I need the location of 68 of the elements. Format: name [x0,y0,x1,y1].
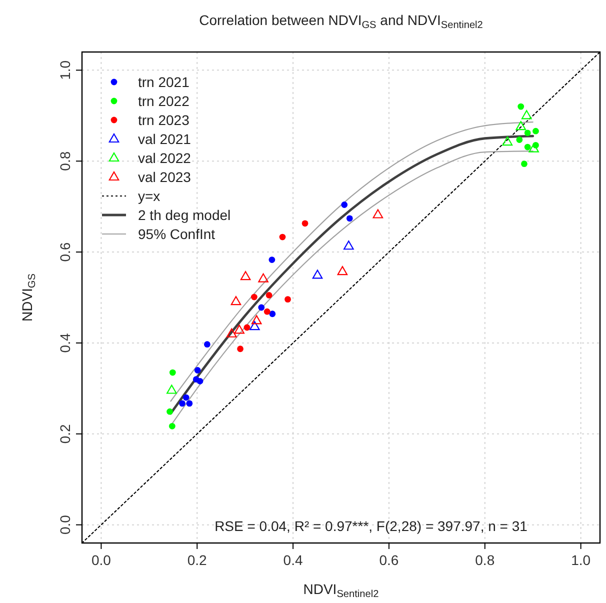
x-tick-label: 0.8 [475,552,495,568]
point [524,130,531,136]
legend-label: val 2021 [138,131,192,147]
point [524,144,531,150]
point [234,324,244,334]
point [250,321,260,330]
point [169,369,176,376]
point [264,308,270,315]
point [337,266,348,276]
point [269,310,276,318]
y-tick-label: 0.0 [57,514,73,535]
point [279,234,286,240]
point [516,136,523,143]
legend-label: 95% ConfInt [138,226,216,242]
x-tick-label: 1.0 [571,552,591,568]
point [268,256,276,263]
point [168,422,176,430]
y-tick-label: 0.6 [57,242,73,262]
point [250,294,258,300]
point [258,304,265,311]
x-tick-label: 0.0 [91,552,112,568]
x-axis-title: NDVI$_{Sentinel2}$ [303,581,380,600]
legend-label: trn 2022 [138,93,190,109]
point [521,110,532,120]
point [179,400,186,407]
point [516,121,526,130]
point [532,128,539,134]
annotation: RSE = 0.04, R² = 0.97***, F(2,28) = 397.97, n = 31 [214,518,528,534]
point [341,202,348,208]
point [166,384,177,394]
point [372,209,384,218]
y-tick-label: 0.8 [57,151,73,171]
point [528,143,539,152]
point [312,270,323,279]
point [251,315,262,324]
point [258,273,268,282]
point [226,328,237,338]
y-tick-label: 1.0 [57,60,73,80]
point [182,394,190,401]
point [266,292,272,298]
point [346,215,353,222]
point [186,400,193,407]
point [344,240,354,250]
y-tick-label: 0.2 [57,424,73,444]
chart-title: Correlation between NDVI$_{GS}$ and NDVI$_{Sentinel2}$ [199,12,484,30]
x-tick-label: 0.6 [379,552,399,568]
point [240,271,251,280]
point [166,408,173,415]
x-tick-label: 0.2 [187,552,208,568]
point [521,160,528,168]
point [230,296,242,306]
point [244,324,250,331]
legend-label: trn 2021 [138,74,190,90]
point [502,136,513,146]
legend-label: 2 th deg model [138,207,231,223]
legend-label: val 2022 [138,150,192,166]
point [284,296,291,303]
point [204,341,210,348]
point [302,220,308,227]
point [237,346,244,352]
legend-label: trn 2023 [138,112,190,128]
point [196,378,204,384]
y-tick-label: 0.4 [57,333,73,353]
point [194,367,201,374]
legend-label: y=x [138,188,160,204]
point [518,103,524,110]
x-tick-label: 0.4 [283,552,303,568]
legend-label: val 2023 [138,169,192,185]
